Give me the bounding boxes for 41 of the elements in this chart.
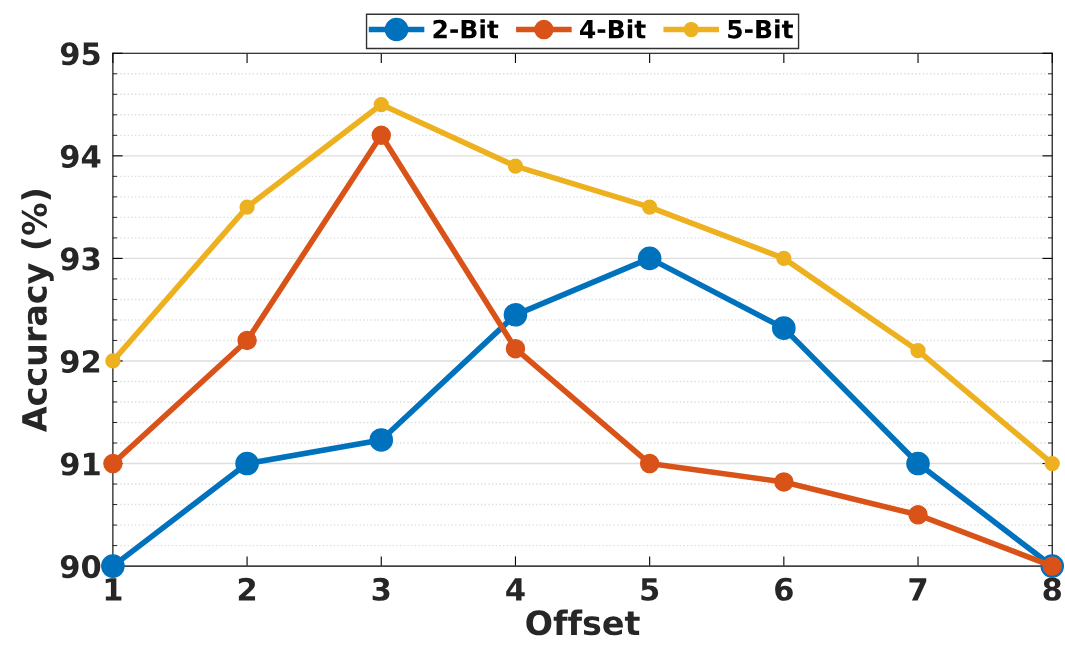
point <box>906 451 930 476</box>
x-tick-label: 3 <box>372 577 390 601</box>
point <box>103 453 123 474</box>
y-tick-label: 91 <box>60 452 100 476</box>
x-axis-title: Offset <box>526 609 640 636</box>
y-tick-label: 95 <box>60 42 100 66</box>
point <box>910 343 926 359</box>
point <box>237 330 257 351</box>
point <box>105 353 121 369</box>
y-tick-label: 93 <box>60 247 100 271</box>
point <box>101 554 125 578</box>
x-tick-label: 1 <box>105 578 122 601</box>
y-axis-title: Accuracy (%) <box>21 190 54 432</box>
point <box>371 125 391 146</box>
point <box>639 453 660 474</box>
x-tick-label: 4 <box>506 578 525 601</box>
point <box>503 303 528 327</box>
x-tick-label: 5 <box>641 578 659 601</box>
point <box>235 451 259 476</box>
point <box>642 199 658 215</box>
y-tick-label: 92 <box>60 349 100 374</box>
point <box>774 472 794 492</box>
legend-label: 4-Bit <box>580 19 646 39</box>
legend-label: 2-Bit <box>433 19 499 39</box>
point <box>507 158 524 174</box>
point <box>772 316 796 340</box>
point <box>776 250 792 267</box>
point <box>369 428 394 452</box>
legend-label: 5-Bit <box>728 19 793 39</box>
x-tick-label: 7 <box>909 578 927 601</box>
point <box>1044 455 1060 472</box>
point <box>505 338 526 359</box>
x-tick-label: 8 <box>1043 577 1061 601</box>
y-tick-label: 94 <box>60 144 101 168</box>
point <box>239 199 255 215</box>
y-tick-label: 90 <box>60 555 101 579</box>
point <box>908 505 928 525</box>
point <box>637 246 662 271</box>
point <box>373 96 389 113</box>
x-tick-label: 6 <box>775 577 793 601</box>
x-tick-label: 2 <box>238 577 256 601</box>
